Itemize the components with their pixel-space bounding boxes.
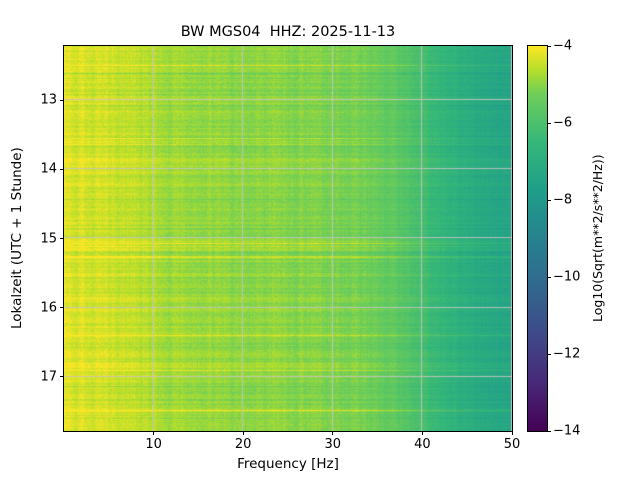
x-tick-label: 10 — [145, 437, 162, 452]
y-tick-mark — [60, 99, 64, 101]
colorbar-tick-label: −6 — [553, 115, 573, 131]
spectrogram-canvas — [64, 46, 512, 431]
x-tick-mark — [332, 431, 334, 435]
colorbar-tick-label: −10 — [553, 269, 581, 285]
colorbar — [527, 45, 548, 432]
colorbar-tick-label: −14 — [553, 423, 581, 439]
plot-area — [63, 45, 513, 432]
y-tick-mark — [60, 238, 64, 239]
colorbar-tick-mark — [547, 122, 551, 124]
y-tick-mark — [60, 376, 64, 378]
x-axis-label: Frequency [Hz] — [237, 456, 339, 472]
colorbar-label: Log10(Sqrt(m**2/s**2/Hz)) — [590, 154, 605, 323]
y-tick-label: 16 — [40, 300, 57, 316]
x-tick-mark — [242, 431, 244, 435]
colorbar-tick-mark — [547, 430, 551, 432]
x-tick-label: 40 — [414, 437, 431, 452]
y-tick-mark — [60, 168, 64, 170]
colorbar-tick-label: −8 — [553, 192, 573, 208]
colorbar-tick-mark — [547, 353, 551, 355]
y-tick-label: 17 — [40, 369, 57, 385]
x-tick-mark — [153, 431, 155, 435]
colorbar-tick-label: −4 — [553, 38, 573, 54]
y-axis-label: Lokalzeit (UTC + 1 Stunde) — [9, 147, 25, 330]
colorbar-tick-mark — [547, 276, 551, 278]
chart-title: BW MGS04 HHZ: 2025-11-13 — [180, 24, 396, 40]
y-tick-label: 15 — [40, 231, 57, 246]
colorbar-tick-mark — [547, 199, 551, 201]
x-tick-mark — [421, 431, 423, 435]
y-tick-label: 14 — [40, 161, 57, 177]
x-tick-mark — [511, 431, 513, 435]
x-tick-label: 30 — [324, 437, 342, 452]
x-tick-label: 50 — [503, 437, 521, 452]
x-tick-label: 20 — [234, 437, 252, 452]
y-tick-label: 13 — [40, 92, 57, 108]
y-tick-mark — [60, 307, 64, 309]
colorbar-tick-label: −12 — [553, 346, 581, 362]
colorbar-tick-mark — [547, 45, 551, 47]
